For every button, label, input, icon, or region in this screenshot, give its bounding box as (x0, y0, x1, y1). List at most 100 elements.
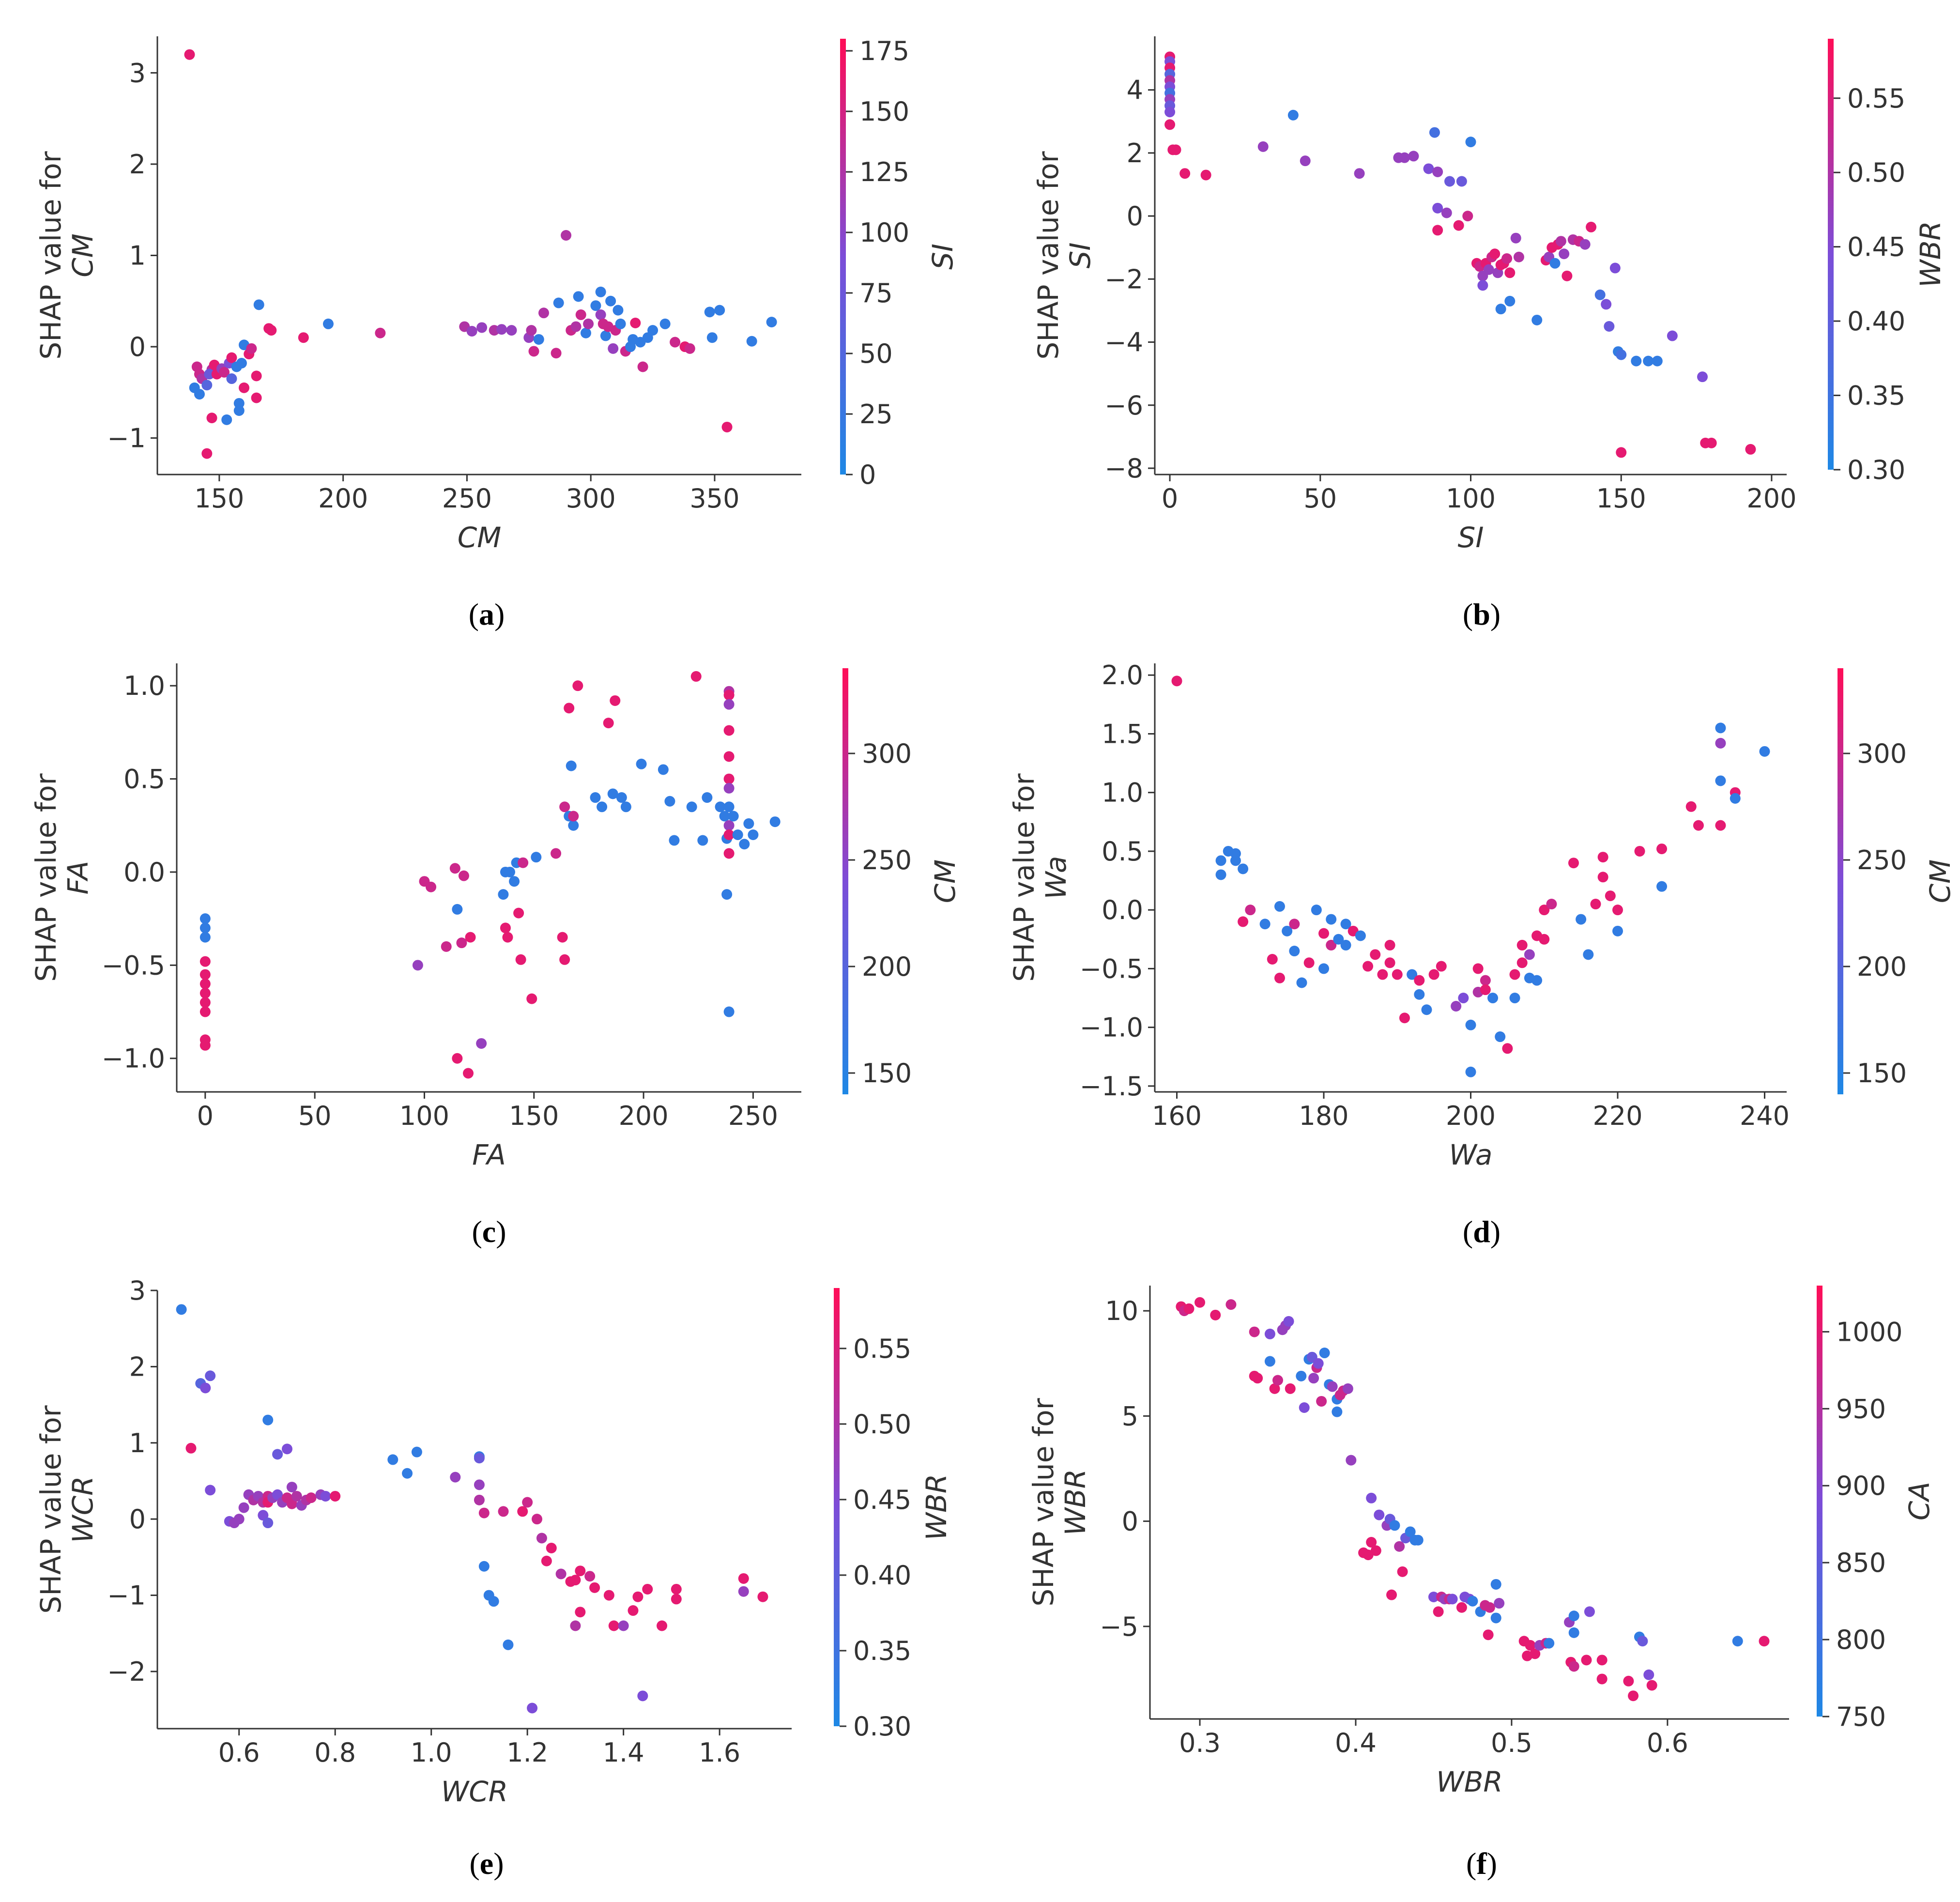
y-tick-label: −1 (107, 423, 146, 454)
data-point (1581, 1655, 1592, 1666)
data-point (1296, 1370, 1307, 1381)
data-point (637, 1690, 648, 1702)
data-point (671, 1594, 682, 1605)
data-point (1656, 844, 1668, 855)
data-point (568, 820, 579, 831)
data-point (1274, 972, 1285, 983)
data-point (541, 1555, 552, 1566)
caption-paren-close: ) (496, 1214, 506, 1249)
data-point (583, 318, 594, 329)
x-tick-label: 0.4 (1335, 1728, 1377, 1758)
y-tick-label: −1.0 (1080, 1012, 1143, 1043)
data-point (1313, 1358, 1324, 1369)
data-point (262, 1518, 274, 1529)
data-point (684, 343, 695, 354)
data-point (1326, 914, 1337, 925)
data-point (1269, 1383, 1280, 1394)
x-tick-label: 0.6 (218, 1737, 260, 1768)
colorbar-tick-label: 900 (1836, 1471, 1886, 1501)
data-point (575, 309, 586, 321)
data-point (1634, 845, 1645, 857)
data-point (1501, 253, 1513, 264)
data-point (1179, 168, 1191, 179)
data-point (739, 839, 750, 850)
colorbar-tick-label: 0.45 (1847, 232, 1905, 262)
data-point (262, 1414, 274, 1426)
data-point (1384, 957, 1395, 968)
data-point (1584, 1606, 1595, 1617)
data-point (251, 392, 262, 403)
data-point (723, 848, 735, 859)
y-tick-label: 0.0 (1102, 895, 1143, 925)
y-tick-label: 4 (1127, 75, 1143, 106)
data-point (1318, 963, 1330, 974)
data-point (538, 307, 549, 319)
caption-paren-close: ) (493, 1846, 504, 1881)
data-point (723, 801, 735, 813)
data-point (575, 1607, 586, 1618)
data-point (1715, 737, 1726, 749)
scatter-points (199, 671, 781, 1079)
data-point (1605, 890, 1616, 902)
data-point (506, 325, 517, 336)
data-point (1333, 934, 1344, 945)
data-point (559, 954, 570, 965)
data-point (580, 327, 591, 338)
colorbar (1817, 1286, 1822, 1717)
data-point (1579, 239, 1591, 250)
data-point (669, 835, 680, 846)
panel-caption: (c) (472, 1214, 506, 1249)
data-point (1490, 1612, 1501, 1624)
data-point (1274, 901, 1285, 912)
data-point (1412, 1534, 1424, 1546)
data-point (533, 334, 544, 345)
data-point (1549, 258, 1561, 269)
data-point (226, 373, 237, 384)
data-point (1484, 1602, 1495, 1613)
y-axis-title: SHAP value forSI (1032, 151, 1097, 359)
caption-paren-open: ( (469, 1846, 479, 1881)
data-point (1326, 939, 1337, 951)
data-point (1646, 1680, 1657, 1691)
data-point (1210, 1309, 1221, 1320)
data-point (199, 932, 211, 943)
x-tick-label: 240 (1740, 1101, 1790, 1131)
colorbar-tick-label: 300 (1857, 738, 1907, 769)
data-point (1451, 1001, 1462, 1012)
data-point (1289, 919, 1300, 930)
data-point (199, 956, 211, 967)
data-point (476, 1038, 487, 1049)
data-point (1652, 355, 1663, 367)
data-point (1245, 905, 1256, 916)
data-point (637, 361, 648, 372)
data-point (513, 907, 524, 919)
data-point (509, 876, 520, 887)
data-point (1616, 349, 1627, 360)
data-point (1612, 905, 1623, 916)
colorbar-tick-label: 0 (859, 460, 876, 490)
data-point (1282, 925, 1293, 936)
y-axis-title: SHAP value forWBR (1027, 1398, 1092, 1606)
x-tick-label: 1.2 (506, 1737, 548, 1768)
data-point (503, 1639, 514, 1650)
data-point (570, 1575, 581, 1586)
data-point (738, 1573, 749, 1584)
colorbar-tick-label: 0.30 (1847, 455, 1905, 485)
data-point (233, 398, 245, 409)
data-point (1264, 1328, 1275, 1339)
data-point (1559, 248, 1570, 260)
y-tick-label: 10 (1105, 1296, 1138, 1326)
data-point (570, 1620, 581, 1631)
data-point (1525, 1640, 1536, 1651)
data-point (518, 857, 529, 868)
data-point (1495, 1031, 1506, 1043)
y-axis-title-line2: SI (1064, 243, 1097, 269)
colorbar-tick-label: 200 (1857, 951, 1907, 982)
data-point (719, 811, 730, 822)
data-point (1467, 1595, 1478, 1607)
colorbar-tick-label: 150 (862, 1058, 912, 1089)
data-point (1285, 1383, 1296, 1394)
caption-paren-close: ) (1490, 597, 1501, 631)
data-point (597, 801, 608, 813)
